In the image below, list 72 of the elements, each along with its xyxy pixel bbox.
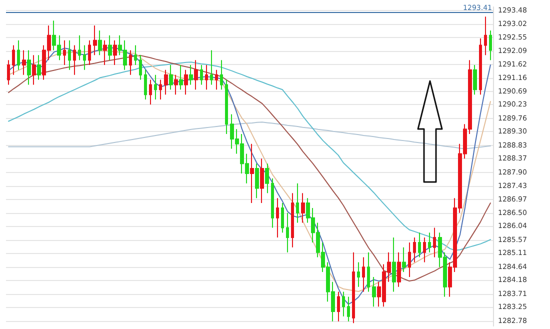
candlestick: [392, 237, 396, 292]
candlestick: [286, 212, 289, 253]
candlestick: [225, 79, 228, 135]
candlestick: [347, 296, 350, 322]
candlestick: [301, 192, 305, 224]
candlestick: [418, 232, 421, 258]
candlestick: [423, 237, 426, 263]
candlestick: [98, 30, 102, 56]
candlestick: [139, 54, 142, 80]
line-series: [8, 122, 491, 150]
candlestick: [276, 198, 279, 238]
candlestick: [37, 54, 41, 80]
candlestick: [250, 143, 254, 204]
candlestick: [164, 69, 168, 96]
candlestick: [189, 64, 193, 86]
candlestick: [362, 256, 365, 292]
candlestick: [129, 50, 132, 76]
candlestick: [103, 40, 107, 66]
candlestick: [205, 64, 208, 90]
candlestick: [27, 50, 31, 86]
candlestick: [281, 202, 284, 234]
candlestick: [88, 40, 91, 66]
candlestick: [408, 242, 411, 278]
candlestick: [402, 246, 406, 273]
candlestick: [179, 64, 183, 90]
candlestick: [367, 252, 370, 292]
candlestick: [352, 252, 355, 324]
candlestick: [32, 54, 36, 86]
candlestick: [63, 40, 66, 66]
candlestick: [342, 291, 345, 317]
candlestick: [194, 60, 198, 90]
candlestick: [184, 69, 188, 96]
candlestick: [108, 34, 112, 61]
candlestick: [210, 50, 213, 86]
candlestick: [159, 79, 162, 100]
candlestick: [484, 16, 487, 56]
candlestick: [255, 163, 259, 199]
candlestick: [22, 50, 26, 76]
candlestick: [337, 291, 340, 322]
candlestick: [83, 44, 86, 70]
candlestick: [428, 232, 431, 253]
candlestick: [489, 30, 492, 61]
candlestick: [12, 44, 15, 76]
candlestick: [473, 64, 477, 96]
candlestick: [479, 38, 482, 96]
candlestick: [68, 40, 71, 70]
candlestick: [78, 34, 81, 61]
candlestick: [174, 74, 178, 96]
candlestick: [149, 79, 152, 105]
candlestick: [73, 44, 76, 76]
candlestick: [260, 158, 264, 204]
candlestick: [200, 64, 203, 86]
candlestick: [357, 262, 360, 288]
candlestick: [144, 69, 147, 100]
candlestick: [433, 227, 436, 258]
candlestick: [134, 44, 137, 66]
candlestick: [154, 74, 157, 100]
candlestick: [265, 163, 269, 194]
candlestick: [271, 178, 274, 228]
candlestick: [169, 64, 173, 90]
candlestick: [17, 40, 20, 70]
line-series: [8, 62, 491, 251]
candlestick: [413, 237, 416, 263]
candlestick: [397, 252, 401, 288]
candlestick: [296, 182, 299, 224]
candlestick: [7, 60, 10, 86]
candlestick: [93, 25, 97, 56]
candlestick: [215, 69, 218, 90]
candlestick: [291, 192, 294, 248]
candlestick: [220, 60, 223, 90]
candlestick: [113, 40, 117, 66]
candlestick: [372, 276, 376, 308]
